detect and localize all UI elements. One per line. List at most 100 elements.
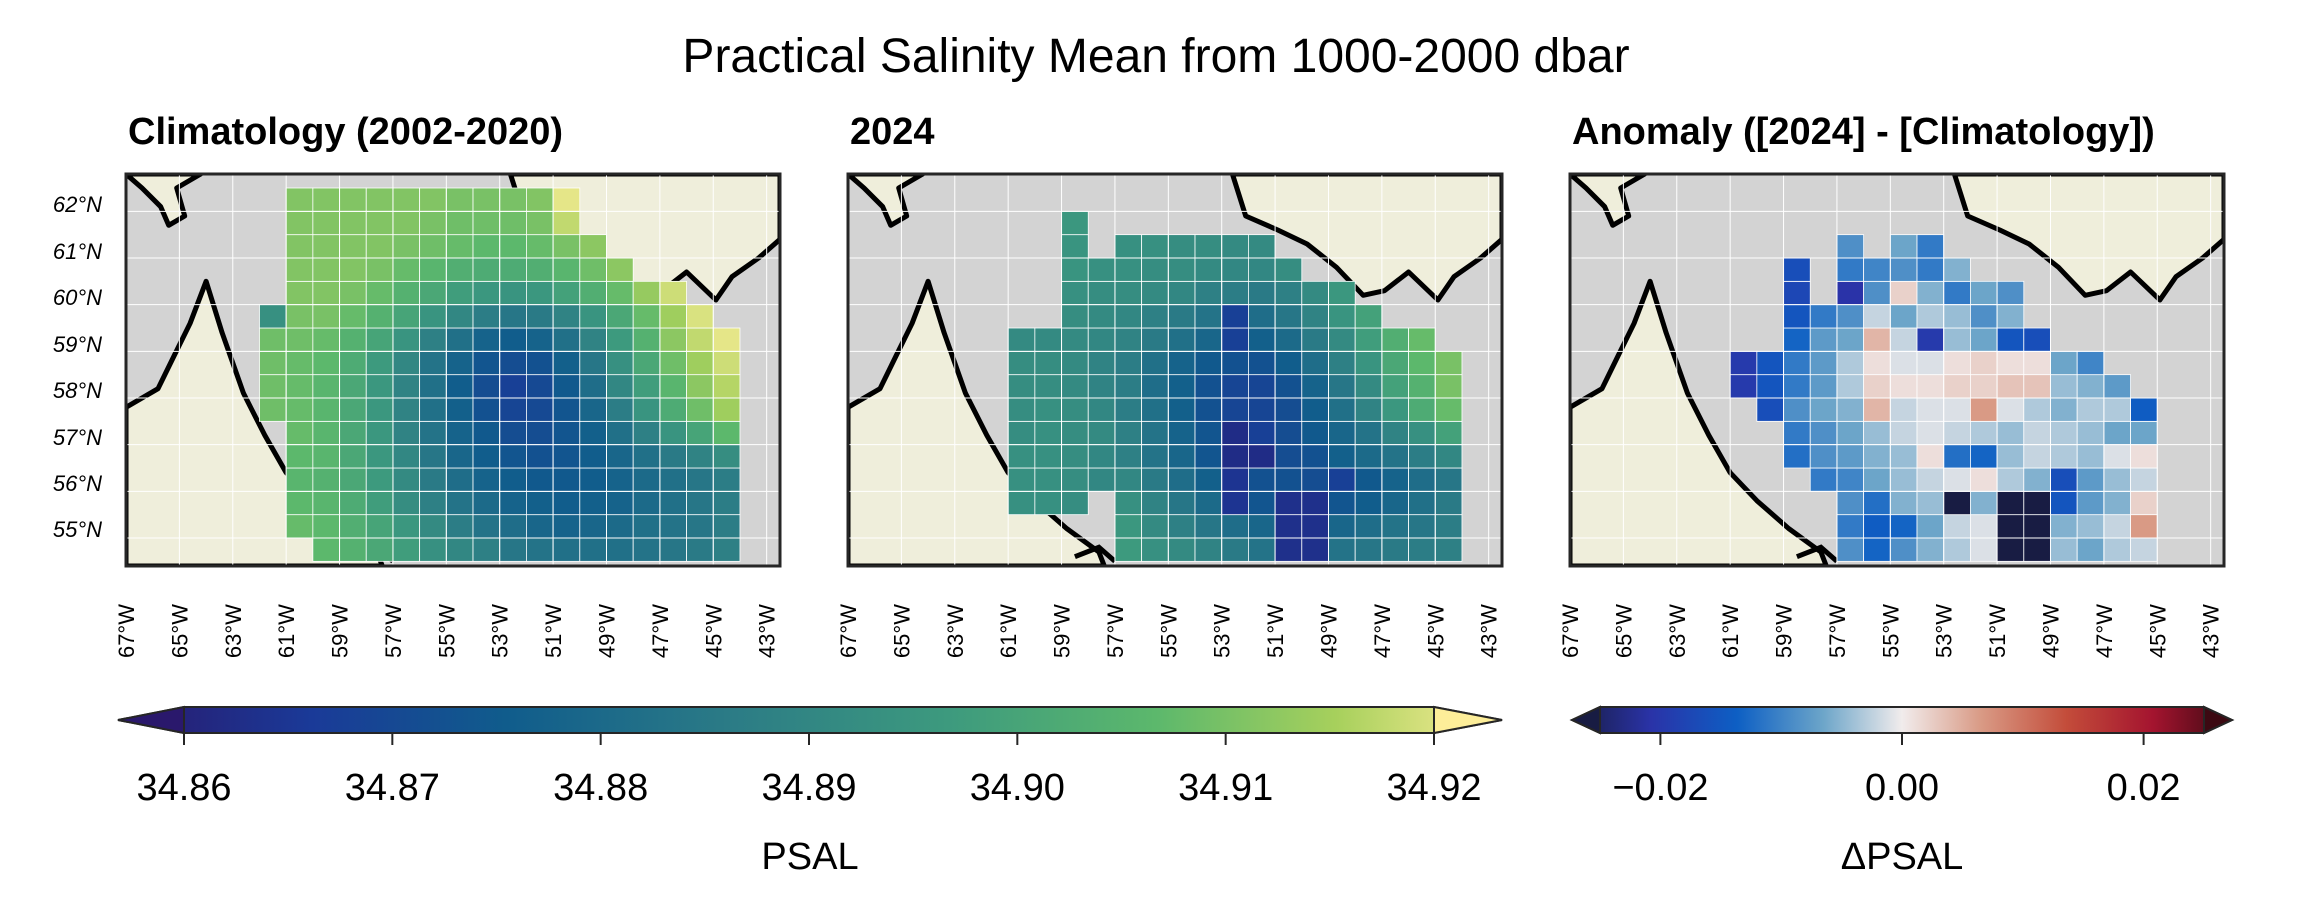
grid-cell — [1141, 490, 1169, 516]
grid-cell — [1783, 397, 1811, 422]
grid-cell — [1328, 514, 1356, 539]
baffin-land — [848, 174, 926, 228]
grid-cell — [1167, 234, 1196, 259]
grid-cell — [579, 280, 607, 306]
grid-cell — [365, 234, 394, 259]
grid-cell — [419, 537, 447, 562]
grid-cell — [1167, 350, 1196, 376]
grid-cell — [472, 234, 501, 259]
lon-label: 53°W — [488, 604, 513, 658]
grid-cell — [686, 374, 714, 399]
grid-cell — [339, 327, 367, 352]
grid-cell — [552, 257, 581, 282]
grid-cell — [579, 374, 607, 399]
lon-label: 51°W — [1263, 604, 1288, 658]
grid-cell — [472, 350, 501, 376]
grid-cell — [472, 444, 501, 469]
grid-cell — [1221, 280, 1249, 306]
colorbar-dpsal-extend-low — [1569, 705, 1601, 735]
grid-cell — [1274, 490, 1303, 516]
grid-cell — [365, 490, 394, 516]
grid-cell — [686, 304, 714, 329]
grid-cell — [606, 444, 634, 469]
grid-cell — [339, 397, 367, 422]
grid-cell — [1034, 467, 1062, 492]
colorbar-dpsal-label: ΔPSAL — [1841, 836, 1964, 878]
grid-cell — [579, 490, 607, 516]
grid-cell — [1007, 374, 1036, 399]
lon-label: 55°W — [1156, 604, 1181, 658]
grid-cell — [2103, 397, 2131, 422]
grid-cell — [1354, 444, 1383, 469]
grid-cell — [2023, 374, 2051, 399]
grid-cell — [285, 374, 314, 399]
grid-cell — [686, 490, 714, 516]
grid-cell — [419, 327, 447, 352]
lon-label: 63°W — [943, 604, 968, 658]
grid-cell — [392, 467, 421, 492]
grid-cell — [526, 490, 554, 516]
latitude-labels: 62°N 61°N 60°N 59°N 58°N 57°N 56°N 55°N — [53, 192, 102, 542]
grid-cell — [606, 490, 634, 516]
grid-cell — [1141, 397, 1169, 422]
grid-cell — [472, 490, 501, 516]
grid-cell — [1970, 467, 1998, 492]
grid-cell — [472, 397, 501, 422]
grid-cell — [1434, 467, 1463, 492]
panel-title-anomaly: Anomaly ([2024] - [Climatology]) — [1572, 111, 2155, 153]
grid-cell — [1434, 490, 1463, 516]
grid-cell — [552, 280, 581, 306]
grid-cell — [1863, 420, 1891, 446]
grid-cell — [2050, 490, 2078, 516]
grid-cell — [365, 210, 394, 236]
grid-cell — [526, 257, 554, 282]
grid-cell — [1836, 467, 1865, 492]
grid-cell — [1809, 350, 1838, 376]
grid-cell — [1916, 234, 1945, 259]
grid-cell — [472, 374, 501, 399]
grid-cell — [552, 234, 581, 259]
grid-cell — [392, 374, 421, 399]
grid-cell — [526, 187, 554, 212]
grid-cell — [526, 514, 554, 539]
grid-cell — [632, 490, 661, 516]
grid-cell — [2076, 467, 2105, 492]
grid-cell — [445, 537, 474, 562]
lon-label: 51°W — [541, 604, 566, 658]
lat-label: 58°N — [53, 378, 102, 403]
lon-label: 45°W — [1423, 604, 1448, 658]
colorbar-tick-label: 34.90 — [970, 767, 1065, 809]
grid-cell — [1328, 537, 1356, 562]
grid-cell — [1996, 467, 2025, 492]
map-panel-2024 — [846, 172, 1504, 568]
grid-cell — [1863, 304, 1891, 329]
grid-cell — [419, 234, 447, 259]
grid-cell — [1970, 420, 1998, 446]
grid-cell — [1248, 327, 1276, 352]
grid-cell — [2023, 490, 2051, 516]
grid-cell — [632, 304, 661, 329]
grid-cell — [285, 187, 314, 212]
grid-cell — [632, 514, 661, 539]
lat-label: 61°N — [53, 239, 102, 264]
grid-cell — [1141, 304, 1169, 329]
grid-cell — [499, 350, 527, 376]
grid-cell — [1836, 397, 1865, 422]
grid-cell — [552, 420, 581, 446]
grid-cell — [1783, 257, 1811, 282]
colorbar-tick-label: 34.92 — [1386, 767, 1481, 809]
grid-cell — [312, 304, 340, 329]
grid-cell — [1836, 444, 1865, 469]
grid-cell — [2076, 374, 2105, 399]
grid-cell — [526, 467, 554, 492]
lat-label: 60°N — [53, 285, 102, 310]
grid-cell — [1194, 420, 1223, 446]
grid-cell — [1996, 514, 2025, 539]
grid-cell — [499, 280, 527, 306]
grid-cell — [1114, 327, 1143, 352]
grid-cell — [1087, 280, 1116, 306]
lon-label: 49°W — [595, 604, 620, 658]
grid-cell — [1889, 374, 1918, 399]
grid-cell — [526, 537, 554, 562]
grid-cell — [1221, 350, 1249, 376]
